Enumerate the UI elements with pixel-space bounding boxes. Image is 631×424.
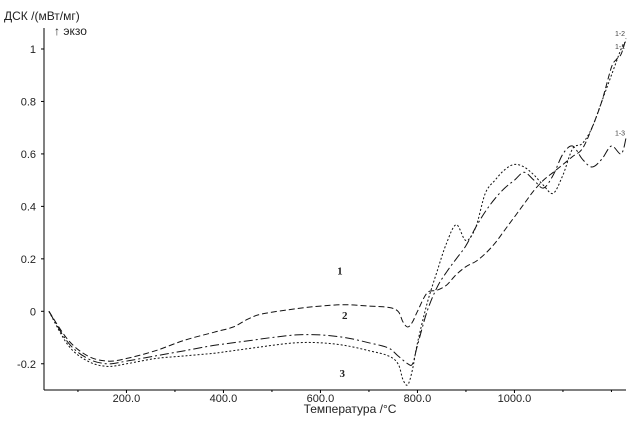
series-line-2 bbox=[48, 138, 627, 366]
exo-direction-note: ↑ экзо bbox=[54, 24, 87, 38]
y-tick-label: 1 bbox=[30, 44, 36, 56]
curve-label: 3 bbox=[340, 368, 346, 380]
end-label: 1-1 bbox=[615, 44, 625, 51]
x-tick-label: 800.0 bbox=[404, 393, 432, 405]
axes bbox=[43, 28, 626, 391]
y-tick-label: 0.6 bbox=[21, 149, 36, 161]
end-label: 1-3 bbox=[615, 131, 625, 138]
x-tick-label: 600.0 bbox=[307, 393, 335, 405]
curve-label: 1 bbox=[337, 266, 343, 278]
x-axis-title: Температура /°C bbox=[304, 402, 397, 416]
series-line-1 bbox=[48, 38, 627, 362]
x-tick-label: 200.0 bbox=[113, 393, 141, 405]
curve-labels: 1 2 3 1-2 1-1 1-3 bbox=[337, 31, 625, 380]
end-label: 1-2 bbox=[615, 31, 625, 38]
curve-label: 2 bbox=[342, 310, 348, 322]
x-tick-label: 1000.0 bbox=[498, 393, 532, 405]
y-tick-label: 0.8 bbox=[21, 96, 36, 108]
x-tick-label: 400.0 bbox=[210, 393, 238, 405]
y-tick-label: 0.2 bbox=[21, 254, 36, 266]
series-layer bbox=[48, 38, 627, 386]
y-tick-label: 0 bbox=[30, 306, 36, 318]
y-axis-title: ДСК /(мВт/мг) bbox=[4, 9, 80, 23]
series-line-3 bbox=[48, 40, 627, 386]
ticks: -0.2 0 0.2 0.4 0.6 0.8 1 200.0 400.0 600.0 800.0 10… bbox=[17, 44, 612, 405]
y-tick-label: -0.2 bbox=[17, 359, 36, 371]
y-tick-label: 0.4 bbox=[21, 201, 36, 213]
